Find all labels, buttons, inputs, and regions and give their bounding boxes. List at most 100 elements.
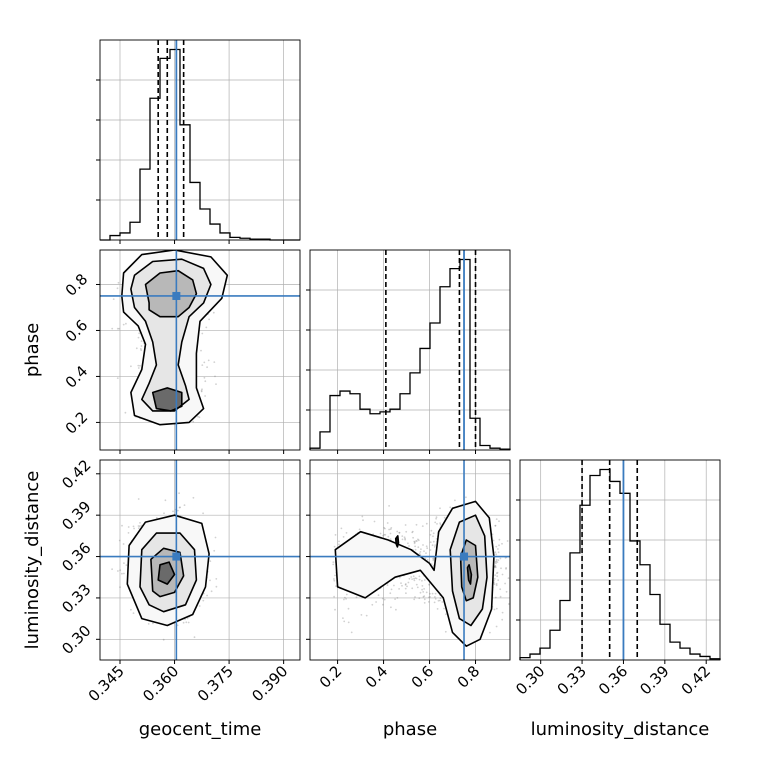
sample-point <box>498 520 500 523</box>
sample-point <box>390 606 392 609</box>
sample-point <box>194 246 196 248</box>
sample-point <box>152 622 154 625</box>
sample-point <box>338 543 340 546</box>
sample-point <box>422 596 425 598</box>
sample-point <box>430 529 433 532</box>
sample-point <box>213 361 216 363</box>
sample-point <box>390 527 393 529</box>
sample-point <box>489 631 491 634</box>
sample-point <box>449 506 452 509</box>
sample-point <box>123 562 125 564</box>
histogram-step-phase <box>309 258 511 450</box>
sample-point <box>393 584 395 587</box>
y-tick-label-phase: 0.4 <box>62 362 92 392</box>
sample-point <box>381 597 384 600</box>
sample-point <box>178 492 181 495</box>
sample-point <box>117 570 119 572</box>
sample-point <box>427 601 430 603</box>
x-tick-label-geocent_time: 0.345 <box>85 662 128 705</box>
sample-point <box>425 552 427 554</box>
sample-point <box>206 594 209 597</box>
y-tick-label-luminosity_distance: 0.39 <box>58 497 94 533</box>
sample-point <box>201 388 203 391</box>
sample-point <box>494 551 497 554</box>
sample-point <box>125 564 128 566</box>
plot-area <box>310 460 520 660</box>
y-axis-label-luminosity_distance: luminosity_distance <box>22 471 43 650</box>
sample-point <box>202 512 205 515</box>
sample-point <box>518 553 520 555</box>
sample-point <box>501 542 503 545</box>
y-tick-label-phase: 0.2 <box>62 408 92 438</box>
sample-point <box>436 608 439 610</box>
sample-point <box>426 559 429 561</box>
sample-point <box>198 416 201 419</box>
sample-point <box>401 538 404 541</box>
sample-point <box>416 586 419 589</box>
sample-point <box>415 523 418 526</box>
sample-point <box>498 544 500 547</box>
sample-point <box>361 515 364 518</box>
sample-point <box>414 545 416 548</box>
sample-point <box>117 281 120 284</box>
sample-point <box>209 579 211 582</box>
sample-point <box>377 594 380 597</box>
sample-point <box>398 588 400 590</box>
sample-point <box>204 380 207 383</box>
sample-point <box>207 359 210 362</box>
sample-point <box>371 603 374 606</box>
sample-point <box>513 575 515 577</box>
sample-point <box>334 534 337 536</box>
sample-point <box>432 540 435 543</box>
sample-point <box>389 532 392 535</box>
sample-point <box>497 559 500 562</box>
sample-point <box>408 577 411 580</box>
sample-point <box>496 575 499 578</box>
sample-point <box>499 595 502 598</box>
sample-point <box>344 596 346 599</box>
sample-point <box>507 577 510 579</box>
sample-point <box>395 608 397 611</box>
x-tick-label-geocent_time: 0.390 <box>248 662 291 705</box>
sample-point <box>386 584 389 586</box>
sample-point <box>116 287 119 290</box>
sample-point <box>429 596 431 598</box>
sample-point <box>401 535 404 537</box>
contour-line <box>121 250 229 426</box>
contour-line <box>144 269 198 318</box>
x-tick-label-geocent_time: 0.375 <box>194 662 237 705</box>
sample-point <box>432 559 435 562</box>
sample-point <box>501 611 504 614</box>
sample-point <box>398 576 401 579</box>
sample-point <box>454 499 456 502</box>
sample-point <box>132 525 135 528</box>
sample-point <box>384 527 386 530</box>
sample-point <box>431 592 434 595</box>
sample-point <box>186 617 189 620</box>
sample-point <box>414 596 416 598</box>
sample-point <box>497 551 500 554</box>
sample-point <box>422 591 425 593</box>
sample-point <box>422 544 424 546</box>
sample-point <box>124 411 127 414</box>
sample-point <box>123 572 125 575</box>
sample-point <box>201 332 204 335</box>
sample-point <box>133 527 136 530</box>
sample-point <box>406 585 408 588</box>
sample-point <box>496 572 498 575</box>
x-tick-label-phase: 0.8 <box>454 662 484 692</box>
sample-point <box>412 536 414 539</box>
sample-point <box>434 596 436 598</box>
sample-point <box>130 365 132 368</box>
sample-point <box>198 605 201 607</box>
sample-point <box>404 587 407 590</box>
sample-point <box>139 364 141 367</box>
sample-point <box>396 530 399 533</box>
sample-point <box>390 588 393 591</box>
sample-point <box>396 597 399 599</box>
sample-point <box>384 533 387 536</box>
sample-point <box>137 525 140 527</box>
sample-point <box>493 578 496 580</box>
sample-point <box>139 348 142 350</box>
